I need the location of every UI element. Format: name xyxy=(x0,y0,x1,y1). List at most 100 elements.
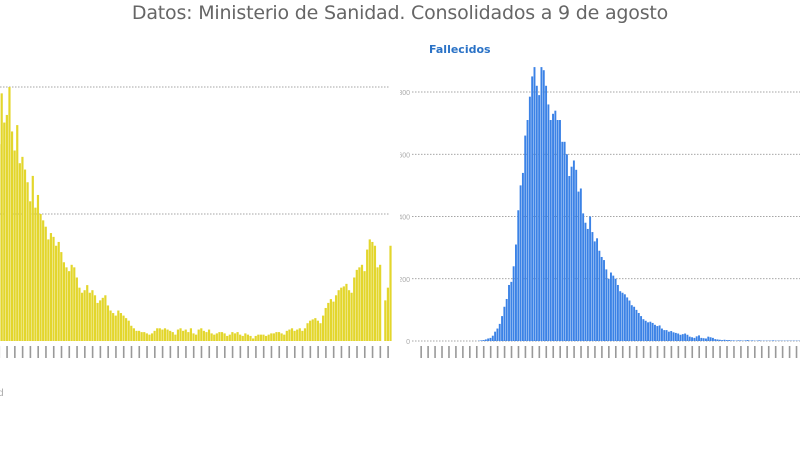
x-tick-label xyxy=(427,346,429,358)
bar xyxy=(642,319,645,341)
bar xyxy=(728,340,731,341)
bar xyxy=(586,228,589,341)
bar xyxy=(342,286,345,341)
bar xyxy=(156,328,159,341)
bar xyxy=(73,267,76,341)
bar xyxy=(223,333,226,341)
bar xyxy=(737,340,740,341)
bar xyxy=(112,313,115,341)
footer-text: d xyxy=(0,388,4,399)
x-tick-label xyxy=(309,346,312,358)
bar xyxy=(29,201,32,341)
x-tick-label xyxy=(224,346,226,358)
bar xyxy=(150,333,154,341)
bar xyxy=(202,330,205,341)
bar xyxy=(83,290,86,341)
bar xyxy=(512,266,515,341)
x-tick-label xyxy=(760,346,763,358)
bar xyxy=(677,333,680,341)
bar xyxy=(711,337,714,341)
bar xyxy=(674,332,677,341)
bar xyxy=(528,96,531,341)
bar xyxy=(36,194,40,341)
bar xyxy=(545,85,548,342)
bar xyxy=(314,318,317,341)
y-tick-label: 800 xyxy=(400,90,410,97)
bar xyxy=(371,241,374,341)
bar xyxy=(695,336,698,341)
bar xyxy=(570,166,573,341)
bar xyxy=(340,287,343,341)
x-tick-label xyxy=(286,346,288,358)
bar xyxy=(249,335,252,341)
bar xyxy=(744,340,747,341)
bar xyxy=(563,141,566,341)
bar xyxy=(140,332,143,341)
x-tick-label xyxy=(774,346,777,358)
bar xyxy=(353,277,356,341)
bar xyxy=(132,328,135,341)
y-tick-label: 0 xyxy=(406,339,410,346)
bar xyxy=(693,337,696,341)
bar xyxy=(702,338,705,341)
bar xyxy=(582,213,585,341)
bar xyxy=(65,267,68,341)
x-tick-label xyxy=(656,346,659,358)
bar xyxy=(91,290,94,341)
x-tick-label xyxy=(130,346,133,358)
bar xyxy=(368,239,371,341)
bar xyxy=(751,340,754,341)
bar xyxy=(301,330,304,341)
bar xyxy=(99,300,102,341)
bar xyxy=(228,334,231,341)
x-tick-label xyxy=(601,346,603,358)
bar xyxy=(623,294,626,341)
x-tick-label xyxy=(781,346,784,358)
bar xyxy=(758,340,761,341)
bar xyxy=(213,334,216,341)
bar xyxy=(540,67,543,341)
bar xyxy=(252,338,255,341)
bar xyxy=(598,250,601,341)
bar xyxy=(280,333,283,341)
bar xyxy=(496,328,499,341)
bar xyxy=(187,332,190,341)
x-tick-label xyxy=(510,346,513,358)
x-tick-label xyxy=(733,346,735,358)
bar xyxy=(739,340,742,341)
bar xyxy=(612,275,615,341)
chart-title-fallecidos: Fallecidos xyxy=(429,43,491,56)
bar xyxy=(298,328,301,341)
bar xyxy=(244,333,247,341)
bar xyxy=(714,339,717,341)
bar xyxy=(517,210,520,341)
bar xyxy=(189,328,193,341)
bar xyxy=(23,169,27,341)
bar xyxy=(549,120,552,341)
bar xyxy=(515,244,517,341)
x-tick-label xyxy=(379,346,382,358)
x-tick-label xyxy=(462,346,464,358)
x-tick-label xyxy=(482,346,485,358)
bar xyxy=(379,264,382,341)
bar xyxy=(13,150,16,341)
bar xyxy=(686,334,689,341)
bar xyxy=(345,283,348,341)
bar xyxy=(303,328,307,341)
bar xyxy=(272,333,275,341)
bar xyxy=(366,249,369,341)
x-tick-label xyxy=(99,346,102,358)
x-tick-label xyxy=(138,346,141,358)
bar xyxy=(42,220,45,341)
x-tick-label xyxy=(348,346,351,358)
bar xyxy=(526,120,529,341)
bar xyxy=(332,301,335,341)
bar xyxy=(491,335,494,341)
x-tick-label xyxy=(503,346,506,358)
bar xyxy=(241,335,244,341)
bar xyxy=(31,175,34,341)
bar xyxy=(296,329,299,341)
x-tick-label xyxy=(795,346,798,358)
bar xyxy=(503,306,506,341)
x-tick-label xyxy=(37,346,39,358)
